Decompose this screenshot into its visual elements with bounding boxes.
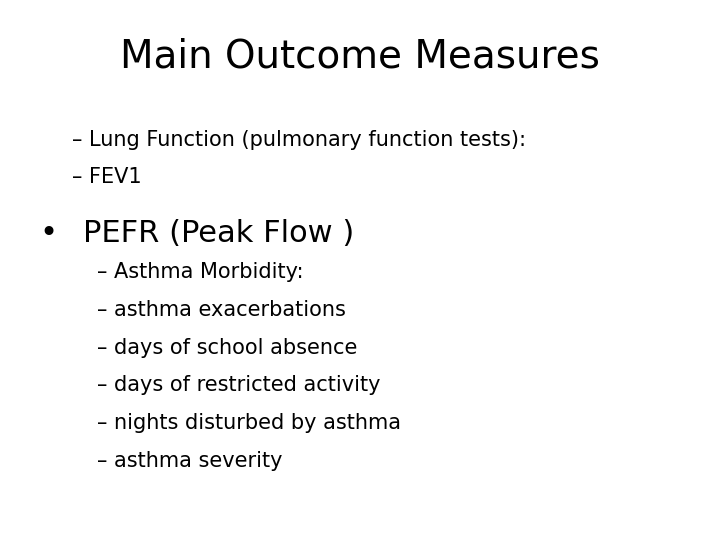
Text: Main Outcome Measures: Main Outcome Measures — [120, 38, 600, 76]
Text: – Lung Function (pulmonary function tests):: – Lung Function (pulmonary function test… — [72, 130, 526, 150]
Text: – Asthma Morbidity:: – Asthma Morbidity: — [97, 262, 304, 282]
Text: – nights disturbed by asthma: – nights disturbed by asthma — [97, 413, 401, 433]
Text: PEFR (Peak Flow ): PEFR (Peak Flow ) — [83, 219, 354, 248]
Text: •: • — [40, 219, 58, 248]
Text: – days of restricted activity: – days of restricted activity — [97, 375, 381, 395]
Text: – days of school absence: – days of school absence — [97, 338, 358, 357]
Text: – asthma severity: – asthma severity — [97, 451, 283, 471]
Text: – FEV1: – FEV1 — [72, 167, 142, 187]
Text: – asthma exacerbations: – asthma exacerbations — [97, 300, 346, 320]
